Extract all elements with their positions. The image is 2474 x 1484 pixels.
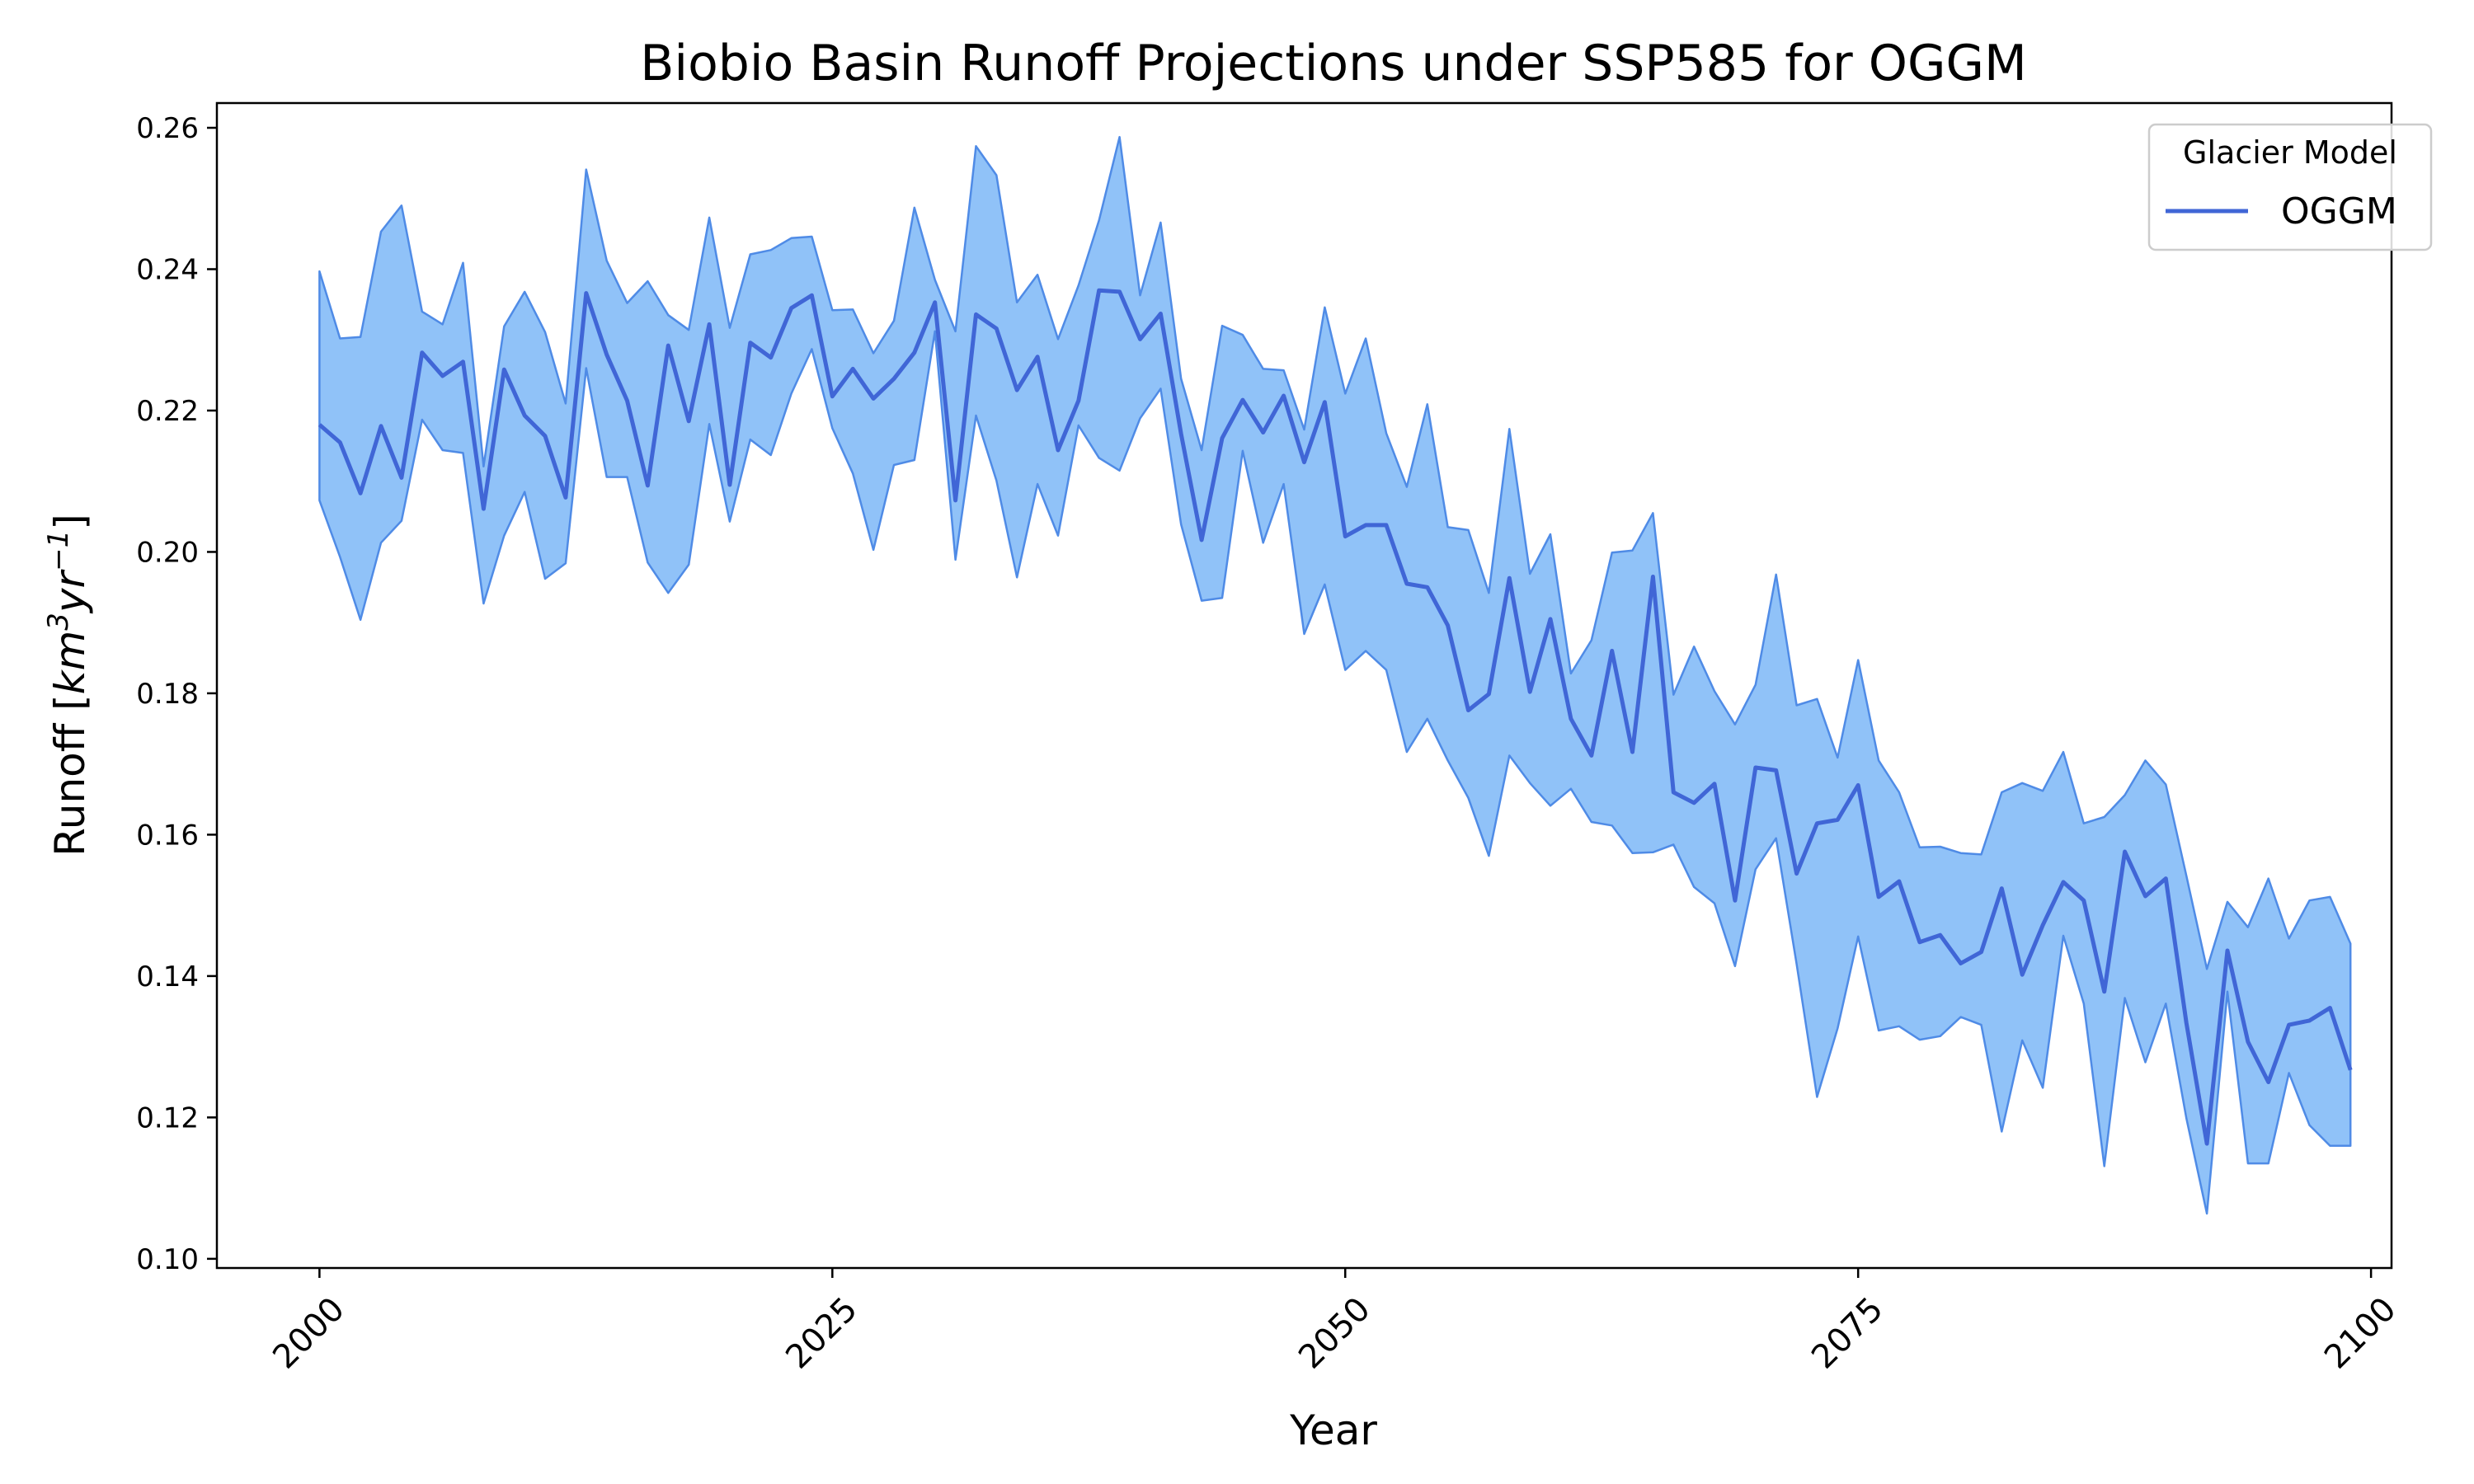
- y-tick-label: 0.22: [136, 395, 199, 428]
- chart-title: Biobio Basin Runoff Projections under SS…: [640, 35, 2027, 92]
- y-tick-label: 0.24: [136, 253, 199, 286]
- legend-label-oggm: OGGM: [2281, 190, 2397, 232]
- runoff-range-band: [318, 135, 2352, 1215]
- x-axis: 2000 2025 2050 2075 2100: [266, 1268, 2404, 1377]
- plot-area: [317, 135, 2353, 1215]
- y-axis-label: Runoff [km3yr−1]: [42, 514, 94, 856]
- series-line-oggm: [317, 288, 2353, 1146]
- x-tick-label: 2025: [778, 1290, 865, 1377]
- y-tick-label: 0.10: [136, 1243, 199, 1276]
- y-tick-label: 0.18: [136, 678, 199, 711]
- y-axis: 0.10 0.12 0.14 0.16 0.18 0.20 0.22 0.24 0.26: [136, 112, 217, 1276]
- legend-title: Glacier Model: [2183, 134, 2397, 171]
- y-tick-label: 0.12: [136, 1101, 199, 1134]
- y-tick-label: 0.26: [136, 112, 199, 145]
- plot-frame: [215, 101, 2393, 1270]
- x-tick-label: 2000: [266, 1290, 352, 1377]
- y-tick-label: 0.20: [136, 536, 199, 569]
- x-tick-label: 2075: [1804, 1290, 1891, 1377]
- legend-box: [2147, 123, 2433, 251]
- x-axis-label: Year: [1289, 1407, 1377, 1454]
- y-tick-label: 0.14: [136, 960, 199, 993]
- x-tick-label: 2050: [1291, 1290, 1378, 1377]
- x-tick-label: 2100: [2317, 1290, 2404, 1377]
- legend: Glacier Model OGGM: [2147, 123, 2433, 251]
- y-tick-label: 0.16: [136, 819, 199, 852]
